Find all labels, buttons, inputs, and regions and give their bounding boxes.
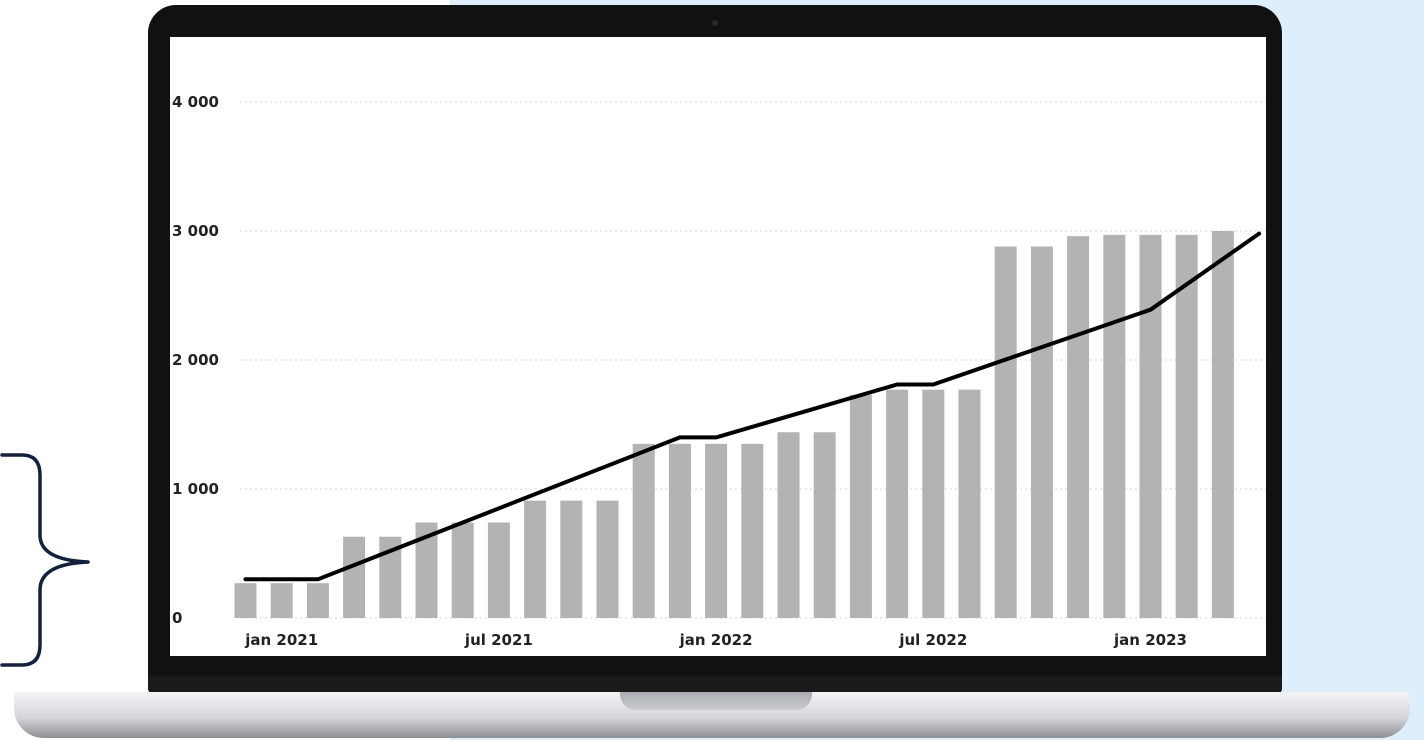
bar [1103,234,1126,618]
curly-brace-icon [0,453,90,667]
bar [741,443,764,618]
x-tick-label: jan 2021 [244,631,318,649]
y-tick-label: 1 000 [172,480,219,498]
y-tick-label: 4 000 [172,93,219,111]
bar [1139,234,1162,618]
x-tick-label: jul 2022 [898,631,967,649]
bar [451,522,474,618]
bar [343,536,366,618]
bar [596,500,619,618]
bar [1067,236,1090,618]
line-series [243,231,1262,582]
bar [415,522,438,618]
bar [1030,246,1053,619]
chart: 0 1 000 2 000 3 000 4 000 jan 2021 jul 2021 jan… [172,93,1266,649]
bar [994,246,1017,619]
bar [560,500,583,618]
bar [849,394,872,618]
bar [632,443,655,618]
camera-icon [712,20,718,26]
bar [306,583,329,618]
x-tick-label: jan 2022 [679,631,753,649]
x-tick-label: jan 2023 [1113,631,1187,649]
bar [777,432,800,618]
bar [1175,234,1198,618]
bar [234,583,257,618]
x-tick-label: jul 2021 [464,631,533,649]
bar [813,432,836,618]
bar [524,500,547,618]
bar [270,583,293,618]
bar [958,389,981,618]
bar [487,522,510,618]
laptop-notch [620,692,812,710]
y-tick-label: 2 000 [172,351,219,369]
y-tick-label: 0 [172,609,182,627]
laptop-screen: 0 1 000 2 000 3 000 4 000 jan 2021 jul 2021 jan… [170,37,1266,656]
laptop-hinge [148,676,1282,693]
bar [886,389,909,618]
bar [668,443,691,618]
bar [379,536,402,618]
bar [1211,231,1234,618]
bar [922,389,945,618]
y-tick-label: 3 000 [172,222,219,240]
bar [705,443,728,618]
